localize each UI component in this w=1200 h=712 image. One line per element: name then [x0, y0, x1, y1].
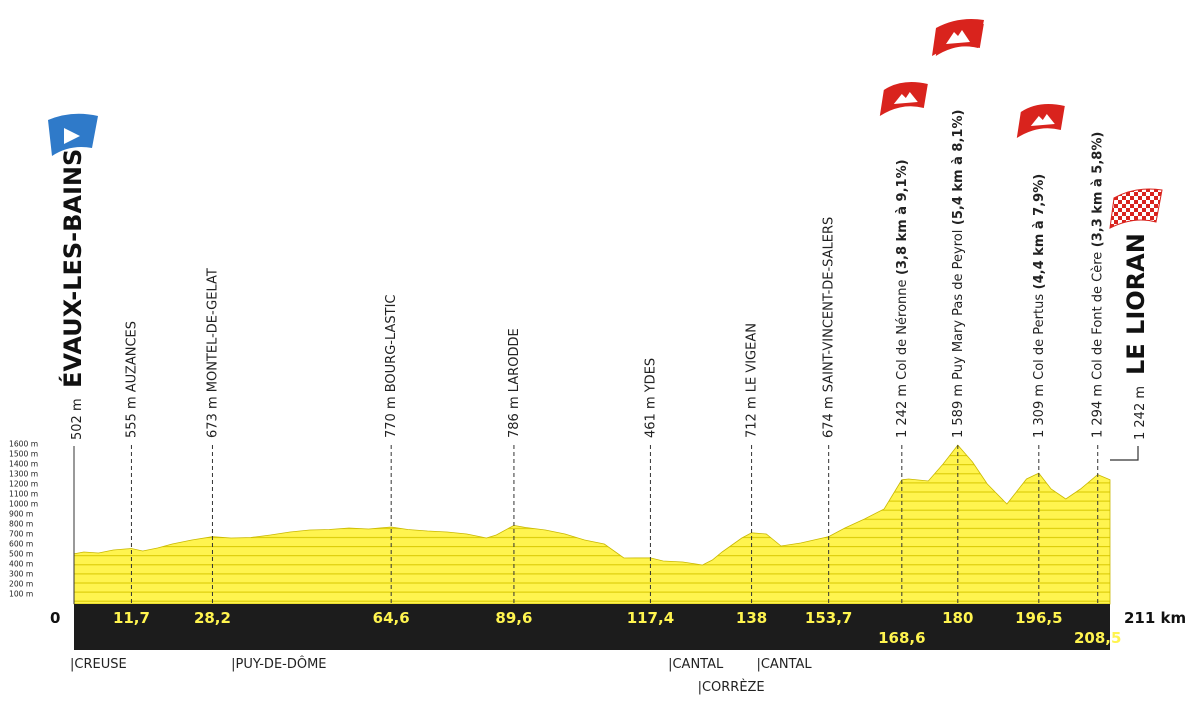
- km-marker-label: 28,2: [194, 609, 231, 627]
- waypoint-altitude: 1 589 m Puy Mary Pas de Peyrol: [951, 230, 966, 438]
- waypoint-label: 674 m SAINT-VINCENT-DE-SALERS: [822, 217, 837, 438]
- distance-bar: [74, 604, 1110, 650]
- y-tick-label: 1600 m: [9, 440, 38, 449]
- mountain-flag-icon: [879, 82, 928, 116]
- department-label: |CANTAL: [668, 657, 724, 672]
- y-tick-label: 500 m: [9, 550, 33, 559]
- finish-town-name: LE LIORAN: [1122, 233, 1150, 375]
- waypoint-label: 786 m LARODDE: [507, 328, 522, 438]
- y-tick-label: 100 m: [9, 590, 33, 599]
- finish-flag-shape: [1109, 188, 1163, 229]
- waypoint-altitude: 461 m YDES: [643, 358, 658, 438]
- mountain-flag-icon: [1016, 104, 1065, 138]
- y-tick-label: 1500 m: [9, 450, 38, 459]
- waypoint-altitude: 1 309 m Col de Pertus: [1032, 294, 1047, 438]
- climb-detail: (4,4 km à 7,9%): [1032, 174, 1047, 294]
- department-label: |CANTAL: [756, 657, 812, 672]
- km-marker-label: 168,6: [878, 629, 925, 647]
- y-tick-label: 900 m: [9, 510, 33, 519]
- waypoint-altitude: 1 294 m Col de Font de Cère: [1091, 252, 1106, 438]
- waypoint-label: 1 294 m Col de Font de Cère (3,3 km à 5,…: [1091, 132, 1106, 438]
- km-marker-label: 11,7: [113, 609, 150, 627]
- climb-detail: (5,4 km à 8,1%): [951, 110, 966, 230]
- waypoint-label: 770 m BOURG-LASTIC: [384, 294, 399, 438]
- waypoint-altitude: 786 m LARODDE: [507, 328, 522, 438]
- mountain-glyph: [893, 92, 918, 104]
- waypoint-altitude: 1 242 m Col de Néronne: [895, 279, 910, 438]
- km-marker-label: 196,5: [1015, 609, 1062, 627]
- start-flag-icon: [48, 113, 98, 156]
- waypoint-altitude: 712 m LE VIGEAN: [745, 323, 760, 438]
- start-play-glyph: [64, 128, 80, 144]
- waypoint-altitude: 673 m MONTEL-DE-GELAT: [205, 268, 220, 438]
- climb-detail: (3,8 km à 9,1%): [895, 159, 910, 279]
- finish-checkered-flag-icon: [1109, 188, 1163, 229]
- start-town-name: ÉVAUX-LES-BAINS: [58, 149, 87, 388]
- y-tick-label: 300 m: [9, 570, 33, 579]
- y-tick-label: 800 m: [9, 520, 33, 529]
- km-marker-label: 180: [942, 609, 973, 627]
- start-altitude: 502 m: [70, 398, 85, 440]
- profile-area: [73, 444, 1111, 605]
- finish-km-label: 211 km: [1124, 609, 1186, 627]
- waypoint-label: 1 309 m Col de Pertus (4,4 km à 7,9%): [1032, 174, 1047, 438]
- y-tick-label: 200 m: [9, 580, 33, 589]
- waypoint-label: 1 589 m Puy Mary Pas de Peyrol (5,4 km à…: [951, 110, 966, 438]
- y-tick-label: 700 m: [9, 530, 33, 539]
- y-tick-label: 600 m: [9, 540, 33, 549]
- waypoint-label: 673 m MONTEL-DE-GELAT: [205, 268, 220, 438]
- mountain-glyph: [946, 30, 970, 44]
- waypoint-altitude: 770 m BOURG-LASTIC: [384, 294, 399, 438]
- y-tick-label: 1200 m: [9, 480, 38, 489]
- department-label: |CORRÈZE: [698, 679, 765, 695]
- mountain-flag-icon: [932, 19, 984, 56]
- y-tick-label: 1400 m: [9, 460, 38, 469]
- km-marker-label: 208,5: [1074, 629, 1121, 647]
- km-marker-label: 89,6: [495, 609, 532, 627]
- waypoint-label: 555 m AUZANCES: [124, 321, 139, 438]
- km-marker-label: 138: [736, 609, 767, 627]
- y-tick-label: 1000 m: [9, 500, 38, 509]
- mountain-glyph: [1030, 114, 1055, 126]
- waypoint-label: 712 m LE VIGEAN: [745, 323, 760, 438]
- department-label: |PUY-DE-DÔME: [231, 656, 326, 672]
- finish-connector: [1110, 446, 1139, 461]
- y-tick-label: 1300 m: [9, 470, 38, 479]
- waypoint-label: 461 m YDES: [643, 358, 658, 438]
- y-tick-label: 400 m: [9, 560, 33, 569]
- km-marker-label: 153,7: [805, 609, 852, 627]
- start-km-label: 0: [50, 609, 60, 627]
- km-marker-label: 64,6: [373, 609, 410, 627]
- department-label: |CREUSE: [70, 657, 127, 672]
- climb-detail: (3,3 km à 5,8%): [1091, 132, 1106, 252]
- km-marker-label: 117,4: [627, 609, 674, 627]
- waypoint-label: 1 242 m Col de Néronne (3,8 km à 9,1%): [895, 159, 910, 438]
- waypoint-altitude: 674 m SAINT-VINCENT-DE-SALERS: [822, 217, 837, 438]
- waypoint-altitude: 555 m AUZANCES: [124, 321, 139, 438]
- finish-altitude: 1 242 m: [1133, 386, 1148, 440]
- y-tick-label: 1100 m: [9, 490, 38, 499]
